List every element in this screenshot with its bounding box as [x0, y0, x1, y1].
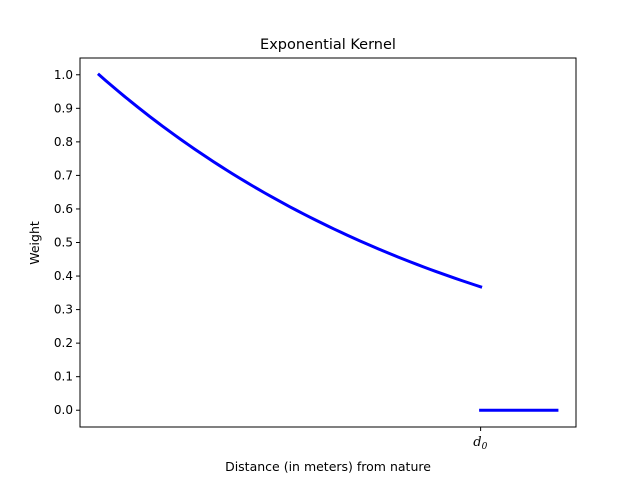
- series-layer: [96, 72, 559, 412]
- y-tick-label: 0.8: [54, 135, 73, 149]
- y-axis-label: Weight: [27, 221, 42, 265]
- y-tick-label: 0.2: [54, 336, 73, 350]
- y-tick-label: 0.4: [54, 269, 73, 283]
- x-tick-label-subscript: 0: [482, 442, 488, 452]
- y-axis-ticks: 0.0 0.1 0.2 0.3 0.4 0.5 0.6 0.7 0.8 0.9 1.0: [54, 68, 80, 417]
- plot-frame: [79, 57, 577, 428]
- series-line-1: [96, 72, 483, 289]
- y-tick-label: 0.3: [54, 303, 73, 317]
- x-tick-label-d: d: [473, 435, 481, 450]
- y-tick-label: 0.0: [54, 403, 73, 417]
- y-tick-label: 0.1: [54, 370, 73, 384]
- y-tick-label: 0.6: [54, 202, 73, 216]
- y-tick-label: 0.5: [54, 236, 73, 250]
- chart-title: Exponential Kernel: [260, 37, 396, 53]
- y-tick-label: 1.0: [54, 68, 73, 82]
- x-axis-label: Distance (in meters) from nature: [225, 459, 431, 474]
- y-tick-label: 0.7: [54, 168, 73, 182]
- y-tick-label: 0.9: [54, 101, 73, 115]
